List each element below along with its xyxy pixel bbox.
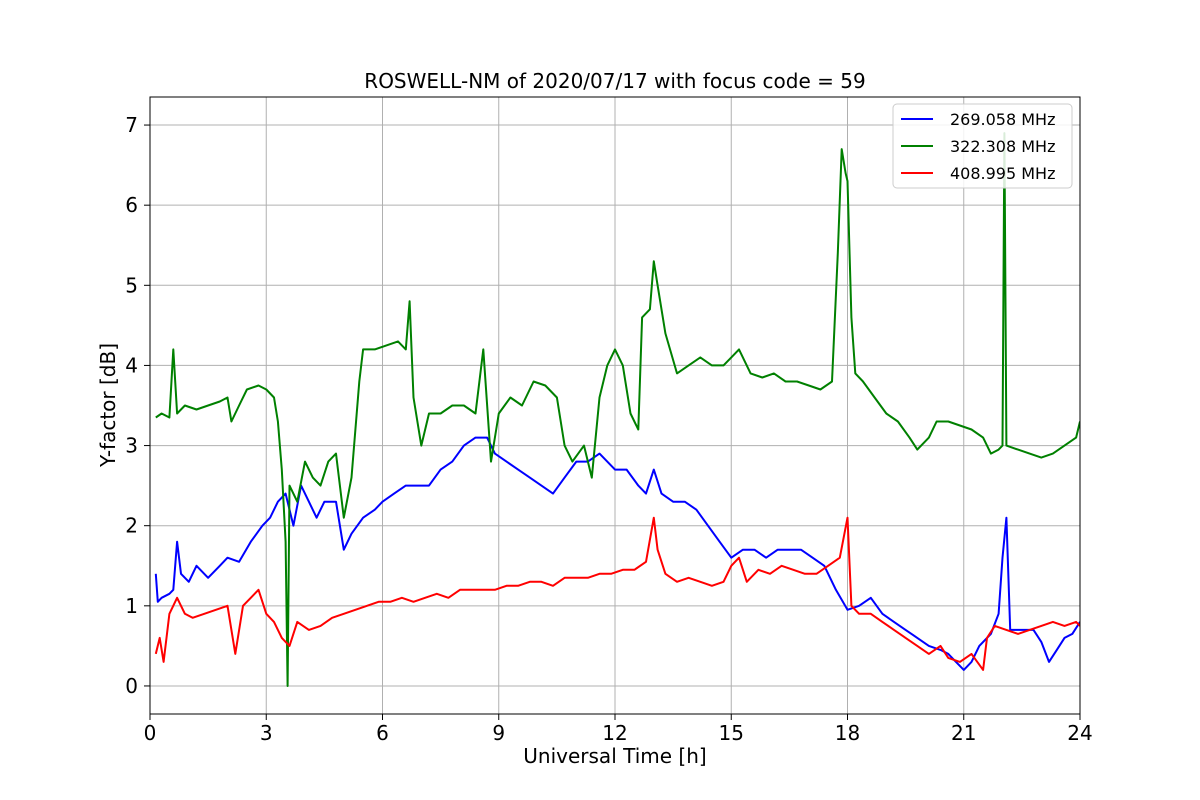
series-lines	[154, 132, 1080, 687]
x-axis-label: Universal Time [h]	[523, 744, 706, 768]
legend-label: 322.308 MHz	[950, 137, 1055, 156]
y-tick-label: 7	[125, 113, 138, 137]
x-tick-label: 21	[951, 721, 976, 745]
legend-box	[892, 103, 1073, 189]
x-tick-label: 9	[492, 721, 505, 745]
y-axis-label: Y-factor [dB]	[96, 343, 120, 468]
series-line-3	[154, 516, 1080, 671]
x-tick-label: 0	[144, 721, 157, 745]
x-tick-label: 3	[260, 721, 273, 745]
y-tick-label: 3	[125, 434, 138, 458]
x-tick-label: 15	[719, 721, 744, 745]
series-line-2	[155, 132, 1080, 687]
chart-title: ROSWELL-NM of 2020/07/17 with focus code…	[364, 69, 865, 93]
y-tick-label: 6	[125, 193, 138, 217]
x-tick-label: 18	[835, 721, 860, 745]
x-tick-label: 24	[1067, 721, 1092, 745]
legend-label: 408.995 MHz	[950, 164, 1055, 183]
y-tick-label: 0	[125, 674, 138, 698]
series-line-1	[154, 436, 1080, 671]
legend-label: 269.058 MHz	[950, 110, 1055, 129]
x-tick-label: 12	[602, 721, 627, 745]
x-tick-label: 6	[376, 721, 389, 745]
y-tick-label: 5	[125, 273, 138, 297]
y-tick-label: 4	[125, 353, 138, 377]
legend: 269.058 MHz 322.308 MHz 408.995 MHz	[892, 103, 1073, 189]
y-tick-label: 2	[125, 514, 138, 538]
y-tick-label: 1	[125, 594, 138, 618]
